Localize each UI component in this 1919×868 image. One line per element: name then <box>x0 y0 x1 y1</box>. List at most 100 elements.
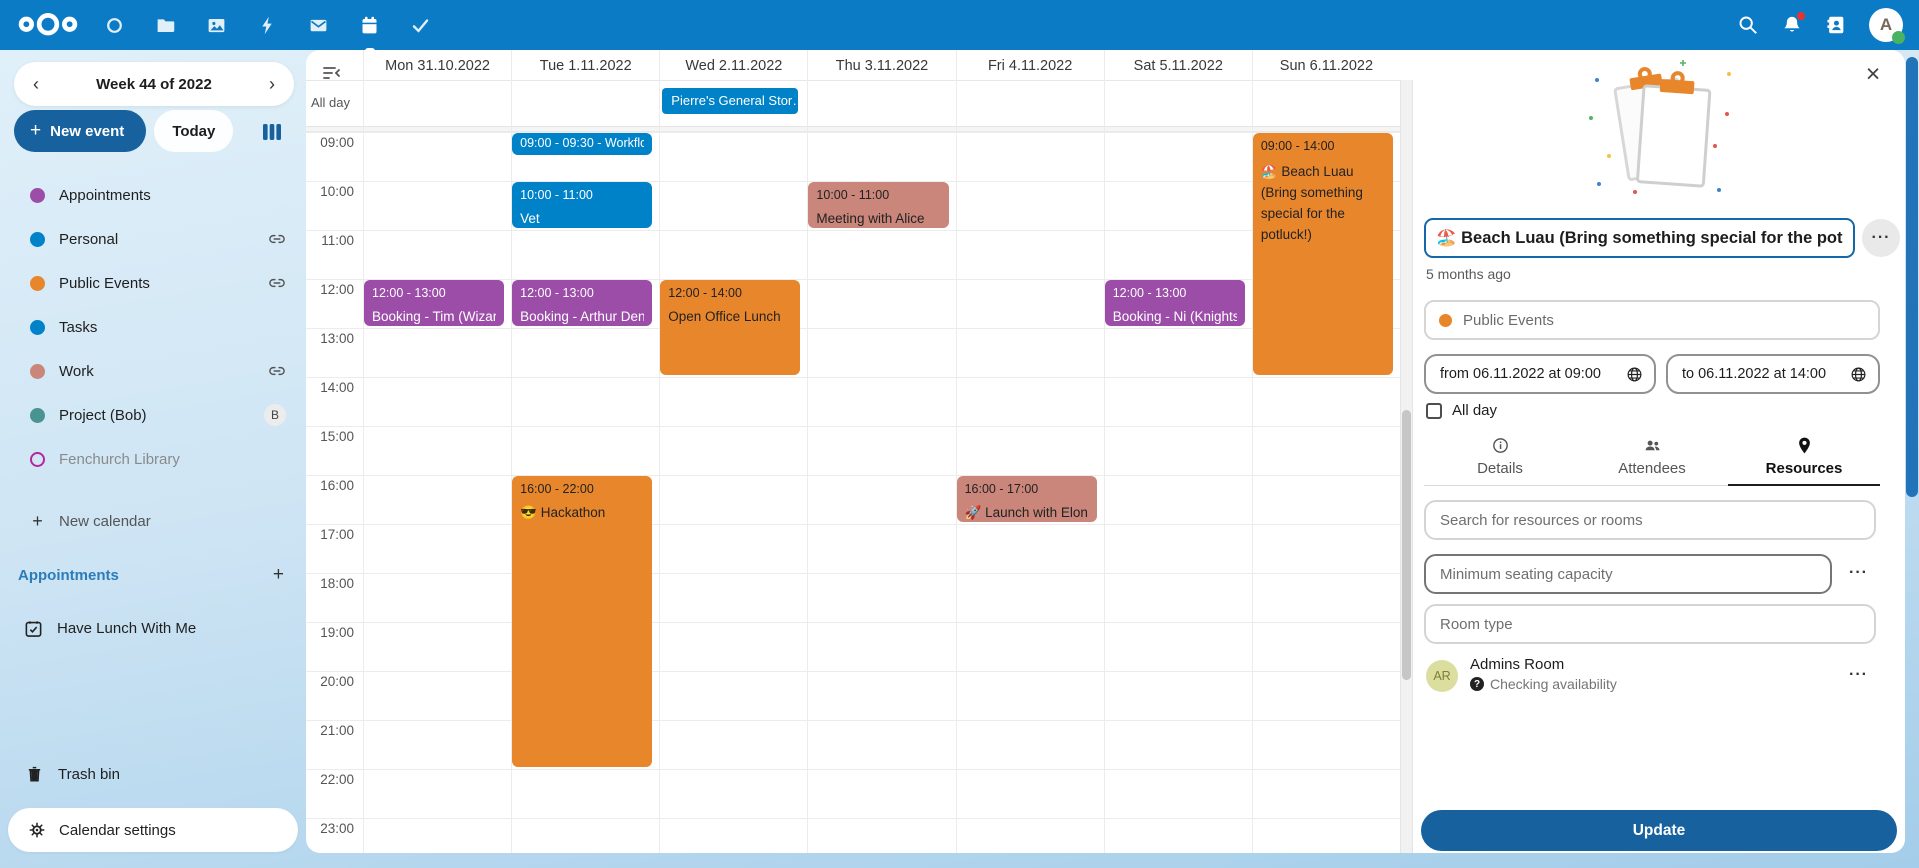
sidebar-calendar-item-appointments[interactable]: Appointments <box>0 173 306 217</box>
nextcloud-logo[interactable] <box>16 12 80 38</box>
online-status-dot <box>1892 31 1905 44</box>
grid-line <box>511 80 513 853</box>
trash-label: Trash bin <box>58 765 120 783</box>
calendar-event[interactable]: 16:00 - 22:00 😎 Hackathon <box>512 476 653 767</box>
sidebar-calendar-item-fenchurch-library[interactable]: Fenchurch Library <box>0 437 306 481</box>
collapse-all-day-icon[interactable] <box>322 65 342 81</box>
dashboard-icon[interactable] <box>104 15 125 36</box>
close-icon[interactable]: × <box>1855 56 1891 92</box>
activity-icon[interactable] <box>257 15 278 36</box>
hour-label: 22:00 <box>320 772 354 787</box>
appointment-item-have-lunch[interactable]: Have Lunch With Me <box>0 606 306 650</box>
room-type-input[interactable] <box>1424 604 1876 644</box>
end-date-input[interactable]: to 06.11.2022 at 14:00 <box>1666 354 1880 394</box>
tab-resources[interactable]: Resources <box>1728 432 1880 486</box>
trash-bin-item[interactable]: Trash bin <box>0 752 306 796</box>
seating-capacity-input[interactable] <box>1424 554 1832 594</box>
panel-scrollbar-thumb[interactable] <box>1906 57 1918 497</box>
share-link-icon <box>268 274 286 292</box>
event-time: 16:00 - 22:00 <box>520 482 594 496</box>
previous-week-button[interactable]: ‹ <box>20 68 52 100</box>
event-title: 🏖️ Beach Luau (Bring something special f… <box>1260 164 1363 242</box>
sidebar-calendar-item-project-bob-[interactable]: Project (Bob) B <box>0 393 306 437</box>
calendar-actions: + New event Today <box>14 110 234 152</box>
sidebar-calendar-item-personal[interactable]: Personal <box>0 217 306 261</box>
calendar-color-dot <box>30 363 45 379</box>
mail-icon[interactable] <box>308 15 329 36</box>
grid-line <box>306 132 1400 133</box>
calendar-event[interactable]: 09:00 - 09:30 - Workflow <box>512 133 653 155</box>
seating-options-button[interactable]: ··· <box>1843 562 1874 584</box>
new-event-button[interactable]: + New event <box>14 110 147 152</box>
calendar-color-dot <box>30 407 45 423</box>
avatar-letter: A <box>1879 15 1893 34</box>
tasks-icon[interactable] <box>410 15 431 36</box>
start-date-input[interactable]: from 06.11.2022 at 09:00 <box>1424 354 1656 394</box>
appointments-section-header: Appointments + <box>0 558 306 592</box>
contacts-icon[interactable] <box>1825 14 1847 36</box>
day-header: Fri 4.11.2022 <box>955 50 1104 80</box>
location-pin-icon <box>1728 436 1880 456</box>
grid-line <box>306 818 1400 819</box>
hour-label: 09:00 <box>320 135 354 150</box>
calendar-event[interactable]: 12:00 - 13:00 Booking - Arthur Dent <box>512 280 653 326</box>
day-header: Mon 31.10.2022 <box>363 50 511 80</box>
grid-scrollbar-thumb[interactable] <box>1402 410 1411 680</box>
event-time: 16:00 - 17:00 <box>964 482 1039 496</box>
all-day-checkbox[interactable] <box>1426 402 1442 419</box>
photos-icon[interactable] <box>206 15 227 36</box>
event-illustration <box>1579 56 1739 208</box>
tab-attendees[interactable]: Attendees <box>1576 432 1728 485</box>
event-actions-button[interactable]: ··· <box>1862 219 1900 257</box>
calendar-event[interactable]: 12:00 - 13:00 Booking - Tim (Wizard) <box>364 280 505 326</box>
all-day-event[interactable]: Pierre's General Stor… <box>662 88 799 114</box>
new-calendar-label: New calendar <box>59 512 151 530</box>
sidebar-calendar-item-public-events[interactable]: Public Events <box>0 261 306 305</box>
grid-line <box>306 524 1400 525</box>
share-link-icon <box>268 230 286 248</box>
sidebar-calendar-item-work[interactable]: Work <box>0 349 306 393</box>
calendar-event[interactable]: 10:00 - 11:00 Vet <box>512 182 653 228</box>
calendar-event[interactable]: 16:00 - 17:00 🚀 Launch with Elon <box>956 476 1097 522</box>
files-icon[interactable] <box>155 15 176 36</box>
hour-label: 13:00 <box>320 331 354 346</box>
calendar-event[interactable]: 12:00 - 14:00 Open Office Lunch <box>660 280 801 375</box>
shared-by-avatar: B <box>264 404 286 426</box>
search-icon[interactable] <box>1737 14 1759 36</box>
plus-icon: + <box>32 510 43 531</box>
last-modified: 5 months ago <box>1426 266 1511 282</box>
user-avatar[interactable]: A <box>1869 8 1905 44</box>
week-view-icon[interactable] <box>258 118 286 146</box>
calendar-event[interactable]: 10:00 - 11:00 Meeting with Alice <box>808 182 949 228</box>
event-title-input[interactable]: 🏖️ Beach Luau (Bring something special f… <box>1424 218 1855 258</box>
hour-label: 10:00 <box>320 184 354 199</box>
calendar-icon[interactable] <box>359 15 380 36</box>
notifications-bell-icon[interactable] <box>1781 12 1805 36</box>
new-calendar-button[interactable]: + New calendar <box>0 499 306 543</box>
attendees-icon <box>1576 436 1728 456</box>
today-button[interactable]: Today <box>154 110 234 152</box>
event-title: Vet <box>520 211 540 226</box>
sidebar-calendar-item-tasks[interactable]: Tasks <box>0 305 306 349</box>
calendar-settings-item[interactable]: Calendar settings <box>8 808 298 852</box>
hour-label: 15:00 <box>320 429 354 444</box>
week-label: Week 44 of 2022 <box>96 75 212 93</box>
next-week-button[interactable]: › <box>256 68 288 100</box>
event-time: 09:00 - 09:30 - Workflow <box>520 136 645 150</box>
calendar-select-value: Public Events <box>1463 311 1554 329</box>
event-time: 10:00 - 11:00 <box>816 188 890 202</box>
gear-icon <box>29 822 45 838</box>
update-button[interactable]: Update <box>1421 810 1897 851</box>
calendar-sidebar: ‹ Week 44 of 2022 › + New event Today Ap… <box>0 50 306 868</box>
event-title: Meeting with Alice <box>816 211 925 226</box>
add-appointment-config-button[interactable]: + <box>272 564 284 585</box>
calendar-select[interactable]: Public Events <box>1424 300 1880 340</box>
resource-search-input[interactable] <box>1424 500 1876 540</box>
resource-status: ? Checking availability <box>1470 676 1617 692</box>
calendar-event[interactable]: 09:00 - 14:00 🏖️ Beach Luau (Bring someth… <box>1252 133 1393 375</box>
hour-label: 16:00 <box>320 478 354 493</box>
resource-options-button[interactable]: ··· <box>1843 664 1874 686</box>
grid-line <box>659 80 661 853</box>
calendar-event[interactable]: 12:00 - 13:00 Booking - Ni (Knights <box>1104 280 1245 326</box>
tab-details[interactable]: Details <box>1424 432 1576 485</box>
